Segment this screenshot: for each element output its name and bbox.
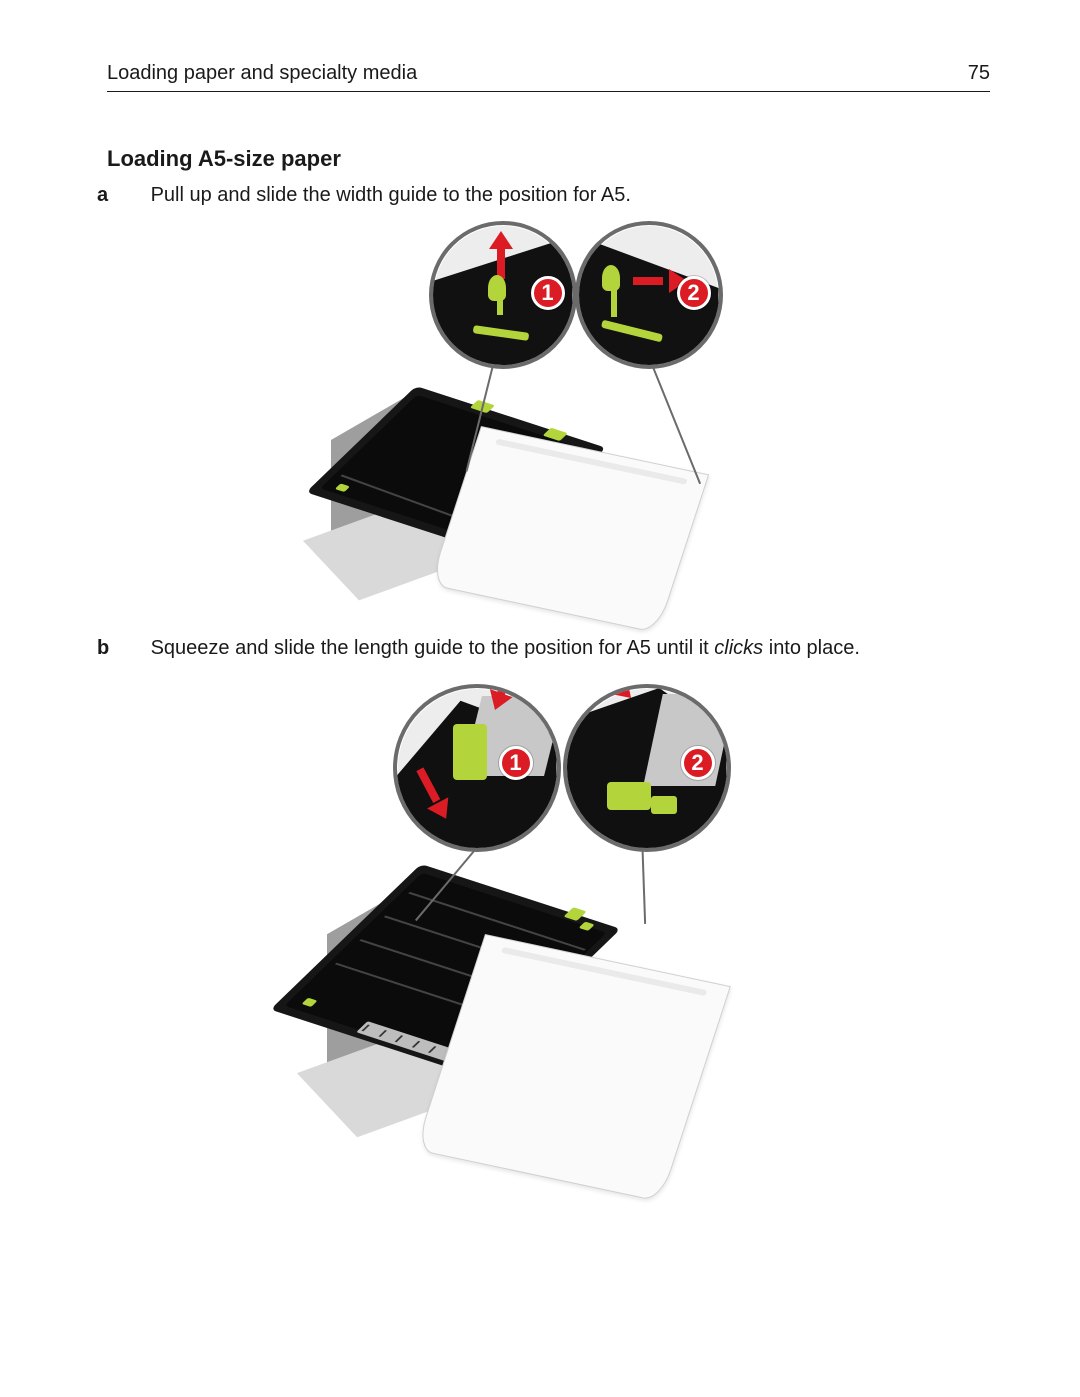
callout-badge-1b: 1 xyxy=(499,746,533,780)
step-a-text: Pull up and slide the width guide to the… xyxy=(151,184,631,206)
figure-1: 1 2 xyxy=(321,221,777,611)
step-a: a Pull up and slide the width guide to t… xyxy=(107,182,990,209)
step-b-post: into place. xyxy=(763,637,860,659)
page-number: 75 xyxy=(968,62,990,85)
step-b-pre: Squeeze and slide the length guide to th… xyxy=(151,637,715,659)
callout-badge-2b: 2 xyxy=(681,746,715,780)
callout-badge-1: 1 xyxy=(531,276,565,310)
figure-2: 1 2 xyxy=(321,674,777,1184)
section-title: Loading A5‑size paper xyxy=(107,146,990,172)
callout-badge-2: 2 xyxy=(677,276,711,310)
step-b-letter: b xyxy=(125,635,145,662)
runhead-title: Loading paper and specialty media xyxy=(107,62,417,85)
step-b: b Squeeze and slide the length guide to … xyxy=(107,635,990,662)
step-b-em: clicks xyxy=(714,637,763,659)
step-a-letter: a xyxy=(125,182,145,209)
